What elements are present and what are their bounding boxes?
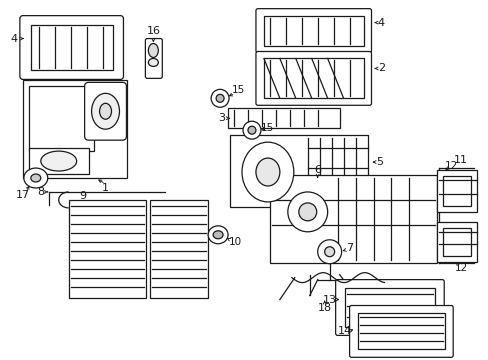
Bar (264, 58, 363, 98)
Text: 18: 18 (317, 302, 331, 312)
Ellipse shape (208, 226, 227, 244)
Text: 8: 8 (37, 187, 44, 197)
Bar (357, 314, 444, 349)
Ellipse shape (247, 126, 255, 134)
Ellipse shape (211, 89, 228, 107)
Text: 9: 9 (79, 191, 86, 201)
FancyBboxPatch shape (335, 280, 443, 336)
Text: 6: 6 (314, 165, 321, 175)
Ellipse shape (91, 93, 119, 129)
Ellipse shape (24, 168, 48, 188)
Text: 13: 13 (322, 294, 336, 305)
Bar (68, 200, 146, 298)
Ellipse shape (31, 174, 41, 182)
Bar (31, 24, 112, 71)
Bar (436, 222, 476, 262)
Ellipse shape (287, 192, 327, 232)
FancyBboxPatch shape (255, 51, 371, 105)
Ellipse shape (216, 94, 224, 102)
Bar (150, 200, 208, 298)
Ellipse shape (213, 231, 223, 239)
Bar (264, 15, 363, 45)
Bar (436, 170, 476, 212)
Bar (29, 86, 93, 151)
Text: 17: 17 (16, 190, 30, 200)
Text: 4: 4 (10, 33, 18, 44)
Ellipse shape (242, 142, 293, 202)
Bar (227, 108, 339, 128)
Ellipse shape (100, 103, 111, 119)
Ellipse shape (41, 151, 77, 171)
FancyBboxPatch shape (145, 39, 162, 78)
Ellipse shape (148, 58, 158, 67)
Text: 12: 12 (454, 263, 467, 273)
FancyBboxPatch shape (20, 15, 123, 80)
Bar (442, 176, 470, 206)
Text: 10: 10 (228, 237, 241, 247)
Ellipse shape (148, 44, 158, 58)
FancyBboxPatch shape (84, 82, 126, 140)
Text: 16: 16 (146, 26, 160, 36)
Text: 4: 4 (377, 18, 384, 28)
Text: 1: 1 (102, 183, 109, 193)
Ellipse shape (255, 158, 279, 186)
Bar (229, 135, 367, 207)
Ellipse shape (317, 240, 341, 264)
Ellipse shape (243, 121, 261, 139)
Text: 3: 3 (218, 113, 225, 123)
Text: 2: 2 (377, 63, 384, 73)
Text: 15: 15 (261, 123, 274, 133)
Text: 14: 14 (337, 327, 351, 336)
Ellipse shape (298, 203, 316, 221)
FancyBboxPatch shape (255, 9, 371, 53)
Bar (23, 80, 127, 178)
Bar (344, 288, 434, 328)
Text: 7: 7 (346, 243, 352, 253)
Text: 12: 12 (444, 161, 457, 171)
Text: 11: 11 (453, 155, 467, 165)
Ellipse shape (324, 247, 334, 257)
Bar (269, 175, 436, 263)
Text: 5: 5 (375, 157, 382, 167)
Bar (442, 228, 470, 256)
Text: 15: 15 (231, 85, 244, 95)
Bar (29, 148, 88, 174)
FancyBboxPatch shape (349, 306, 452, 357)
